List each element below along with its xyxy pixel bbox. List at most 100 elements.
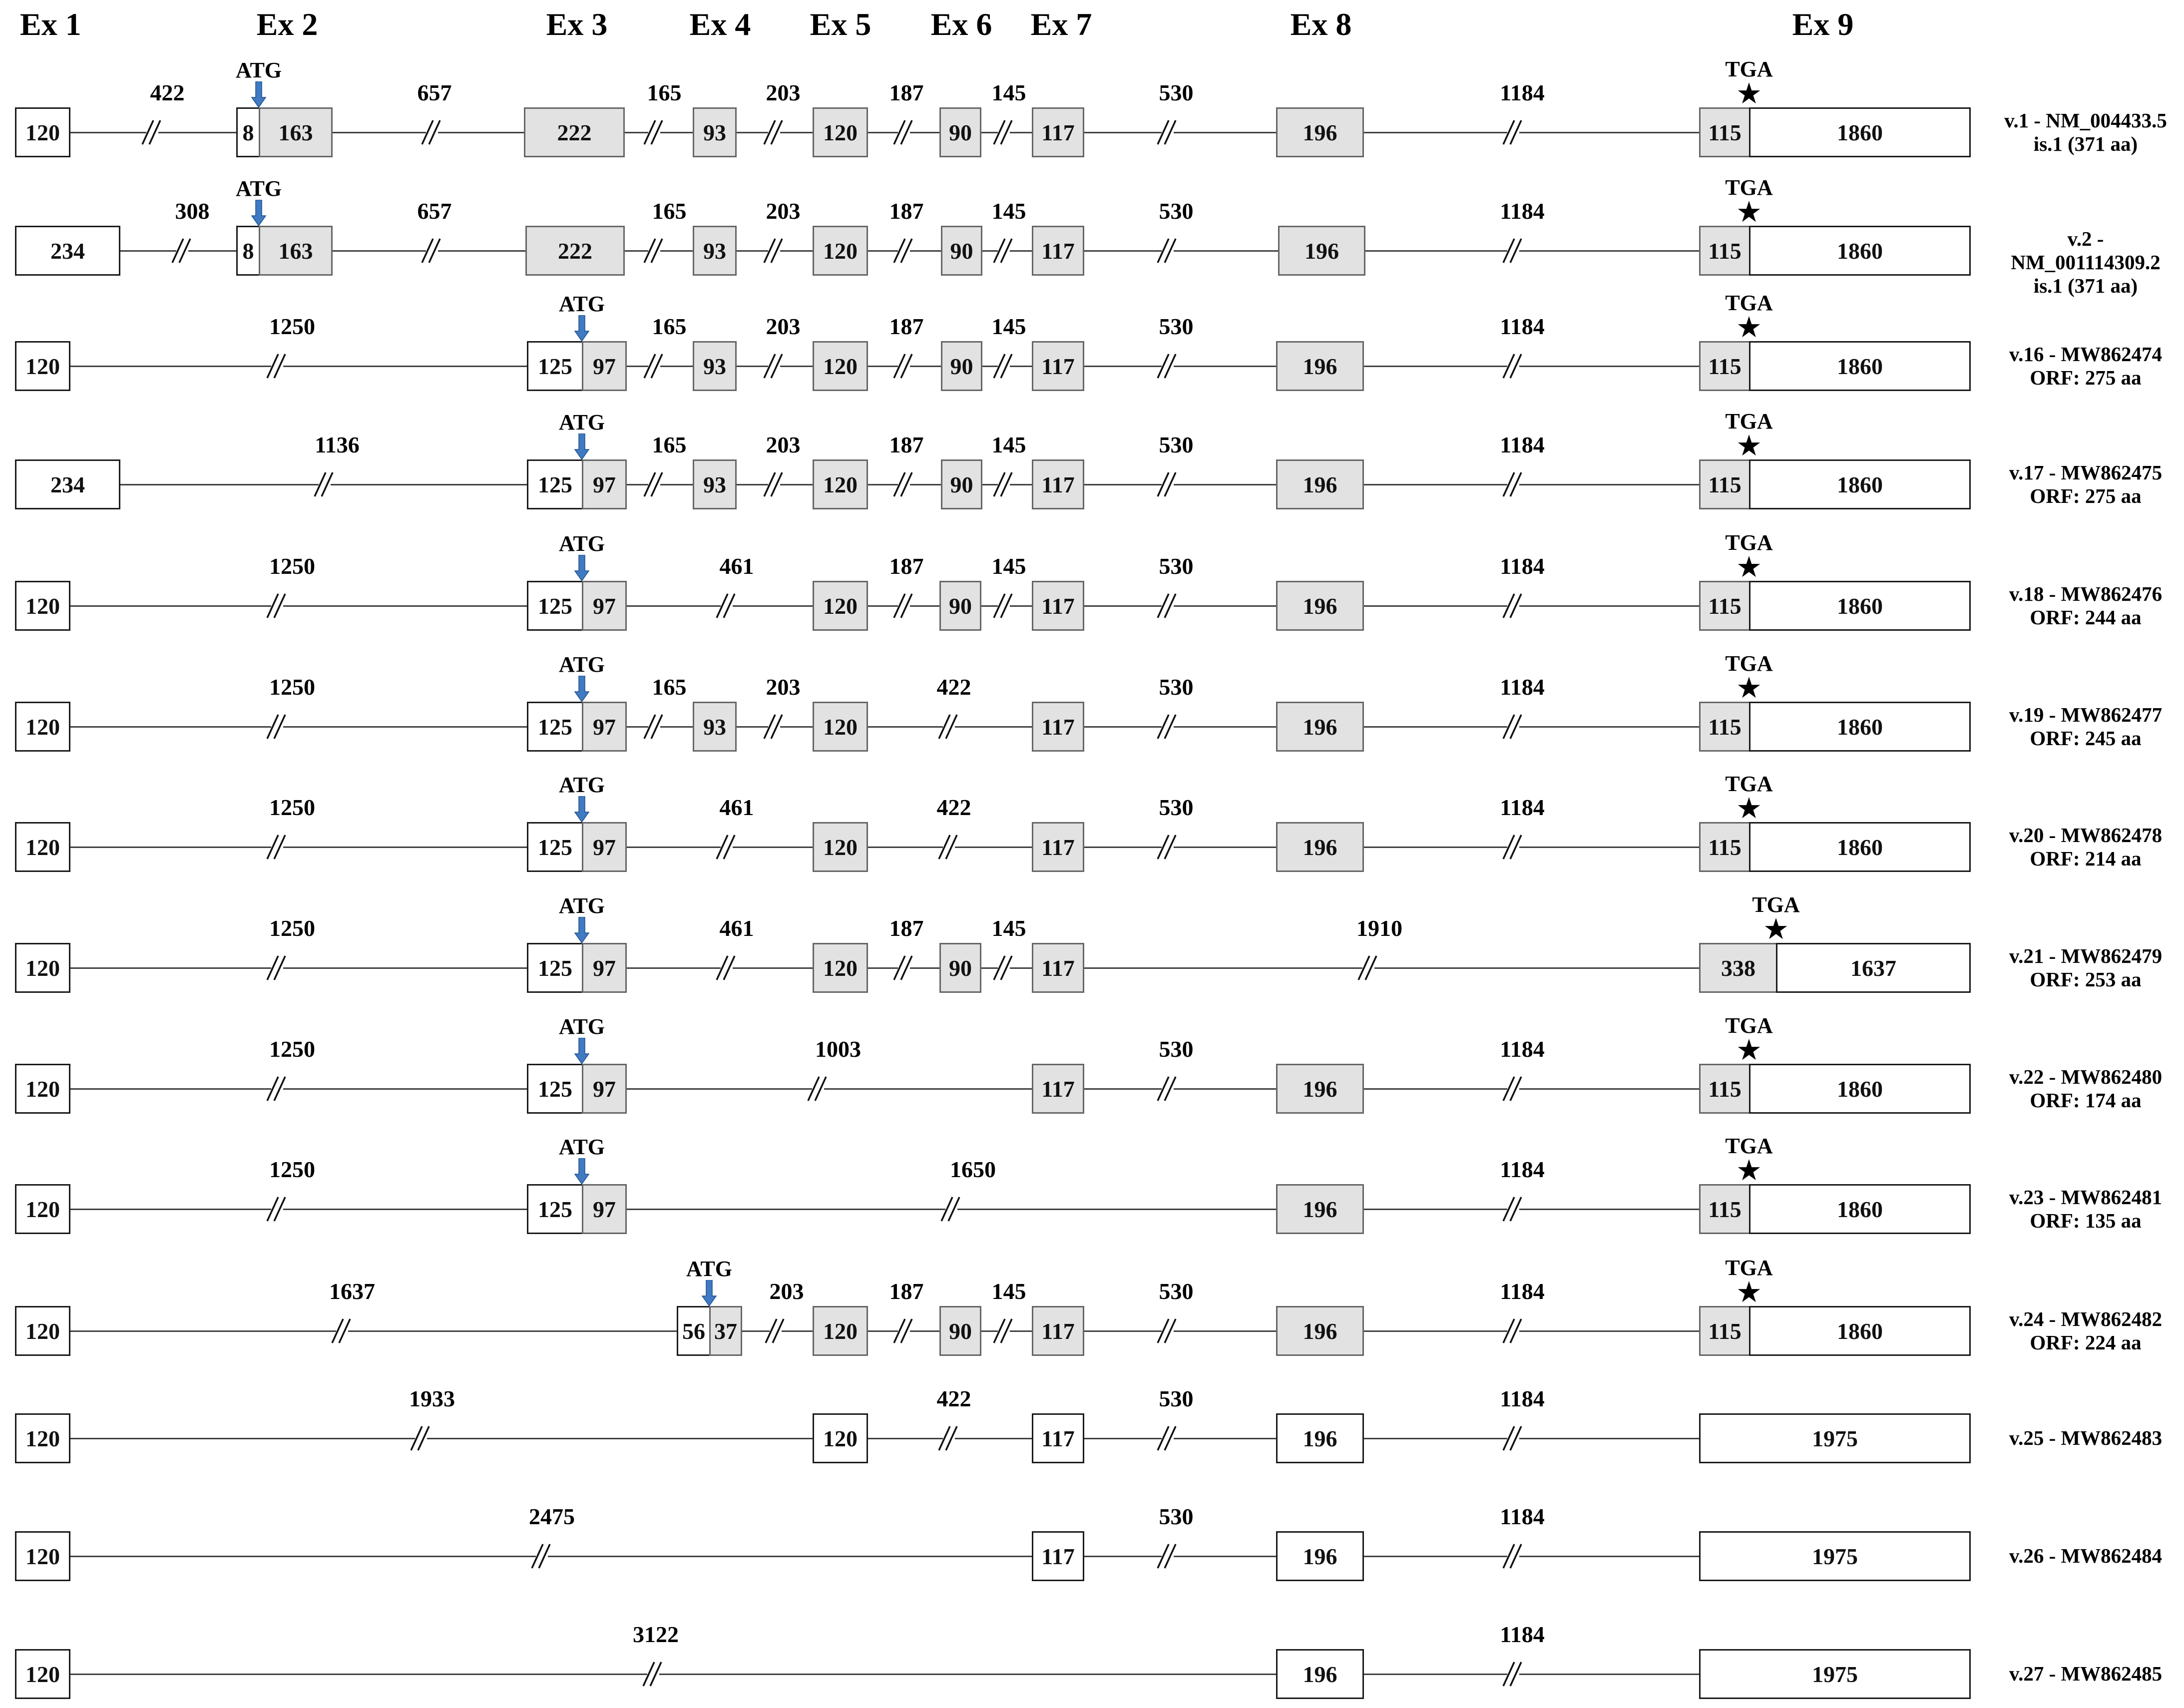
intron-break-mark [763, 354, 783, 379]
intron-break-mark [421, 238, 441, 263]
exon-box: 120 [813, 459, 868, 509]
intron-length-label: 1250 [269, 553, 315, 579]
intron-length-label: 187 [889, 915, 924, 941]
stop-codon-star-icon: ★ [1736, 1034, 1762, 1066]
stop-codon-label: TGA [1725, 772, 1773, 796]
intron-length-label: 165 [647, 80, 682, 105]
exon-box: 117 [1032, 1531, 1084, 1581]
intron-break-mark [1502, 472, 1522, 497]
exon-box: 97 [582, 581, 627, 631]
intron-length-label: 145 [991, 553, 1026, 579]
exon-box: 117 [1032, 459, 1084, 509]
start-codon-label: ATG [235, 176, 282, 201]
intron-length-label: 187 [889, 314, 924, 339]
start-codon-label: ATG [558, 652, 605, 677]
intron-length-label: 530 [1159, 1279, 1194, 1304]
start-codon-arrow-icon [574, 555, 589, 582]
intron-break-mark [1357, 955, 1377, 980]
exon-box: 117 [1032, 943, 1084, 993]
exon-box: 117 [1032, 107, 1084, 157]
intron-length-label: 461 [719, 915, 754, 941]
intron-break-mark [893, 354, 913, 379]
exon-box: 120 [813, 1306, 868, 1356]
exon-box: 120 [813, 1413, 868, 1463]
exon-box: 1860 [1749, 341, 1971, 391]
stop-codon-star-icon: ★ [1736, 196, 1762, 228]
start-codon-arrow-icon [574, 315, 589, 342]
intron-length-label: 530 [1159, 314, 1194, 339]
variant-label: v.25 - MW862483 [1991, 1426, 2181, 1450]
exon-box: 90 [939, 943, 981, 993]
variant-accession: v.19 - MW862477 [2009, 703, 2163, 726]
exon-box: 120 [813, 822, 868, 872]
exon-box: 163 [259, 226, 333, 276]
exon-box: 1860 [1749, 702, 1971, 752]
variant-orf-info: ORF: 174 aa [2030, 1089, 2142, 1112]
intron-break-mark [938, 714, 958, 739]
start-codon-label: ATG [558, 893, 605, 918]
intron-length-label: 203 [766, 198, 801, 224]
exon-box: 90 [939, 107, 981, 157]
start-codon-arrow-icon [251, 81, 266, 108]
intron-break-mark [266, 1076, 286, 1101]
variant-accession: v.2 - NM_001114309.2 [2011, 227, 2161, 274]
variant-orf-info: is.1 (371 aa) [2033, 274, 2138, 297]
start-codon-label: ATG [686, 1257, 733, 1281]
stop-codon-label: TGA [1725, 1134, 1773, 1158]
intron-length-label: 657 [417, 80, 452, 105]
intron-length-label: 1184 [1500, 1386, 1545, 1411]
intron-break-mark [1502, 1318, 1522, 1343]
intron-break-mark [993, 1318, 1013, 1343]
intron-length-label: 145 [991, 1279, 1026, 1304]
intron-length-label: 1250 [269, 1157, 315, 1182]
intron-length-label: 530 [1159, 553, 1194, 579]
intron-break-mark [1157, 354, 1177, 379]
start-codon-label: ATG [558, 1014, 605, 1039]
intron-break-mark [643, 714, 663, 739]
exon-box: 125 [527, 822, 583, 872]
exon-box: 196 [1276, 702, 1364, 752]
intron-length-label: 530 [1159, 80, 1194, 105]
start-codon-arrow-icon [574, 1158, 589, 1185]
exon-box: 196 [1276, 107, 1364, 157]
intron-break-mark [266, 835, 286, 859]
intron-break-mark [940, 1197, 960, 1222]
stop-codon-label: TGA [1725, 175, 1773, 200]
intron-length-label: 187 [889, 1279, 924, 1304]
exon-box: 115 [1699, 702, 1750, 752]
intron-break-mark [893, 955, 913, 980]
start-codon-label: ATG [558, 1135, 605, 1159]
intron-break-mark [807, 1076, 827, 1101]
exon-box: 115 [1699, 1064, 1750, 1114]
intron-length-label: 1250 [269, 915, 315, 941]
intron-length-label: 1184 [1500, 432, 1545, 457]
intron-length-label: 1910 [1356, 915, 1402, 941]
intron-length-label: 308 [175, 198, 210, 224]
intron-length-label: 203 [766, 432, 801, 457]
stop-codon-star-icon: ★ [1736, 1154, 1762, 1187]
exon-box: 115 [1699, 822, 1750, 872]
variant-label: v.17 - MW862475 ORF: 275 aa [1991, 461, 2181, 508]
exon-box: 120 [15, 822, 70, 872]
intron-break-mark [266, 955, 286, 980]
intron-length-label: 1250 [269, 674, 315, 700]
exon-box: 120 [813, 107, 868, 157]
intron-length-label: 1933 [409, 1386, 455, 1411]
exon-box: 234 [15, 226, 120, 276]
start-codon-arrow-icon [702, 1280, 717, 1307]
intron-break-mark [993, 120, 1013, 145]
start-codon-arrow-icon [574, 917, 589, 944]
exon-box: 222 [524, 107, 625, 157]
exon-box: 125 [527, 581, 583, 631]
variant-orf-info: ORF: 275 aa [2030, 366, 2142, 389]
variant-orf-info: ORF: 244 aa [2030, 606, 2142, 629]
intron-break-mark [266, 593, 286, 618]
intron-length-label: 165 [652, 432, 687, 457]
intron-break-mark [993, 472, 1013, 497]
exon-box: 117 [1032, 1064, 1084, 1114]
variant-accession: v.27 - MW862485 [2009, 1662, 2163, 1685]
variant-label: v.2 - NM_001114309.2 is.1 (371 aa) [1991, 227, 2181, 298]
exon-box: 117 [1032, 1306, 1084, 1356]
variant-label: v.26 - MW862484 [1991, 1544, 2181, 1568]
variant-label: v.21 - MW862479 ORF: 253 aa [1991, 944, 2181, 991]
